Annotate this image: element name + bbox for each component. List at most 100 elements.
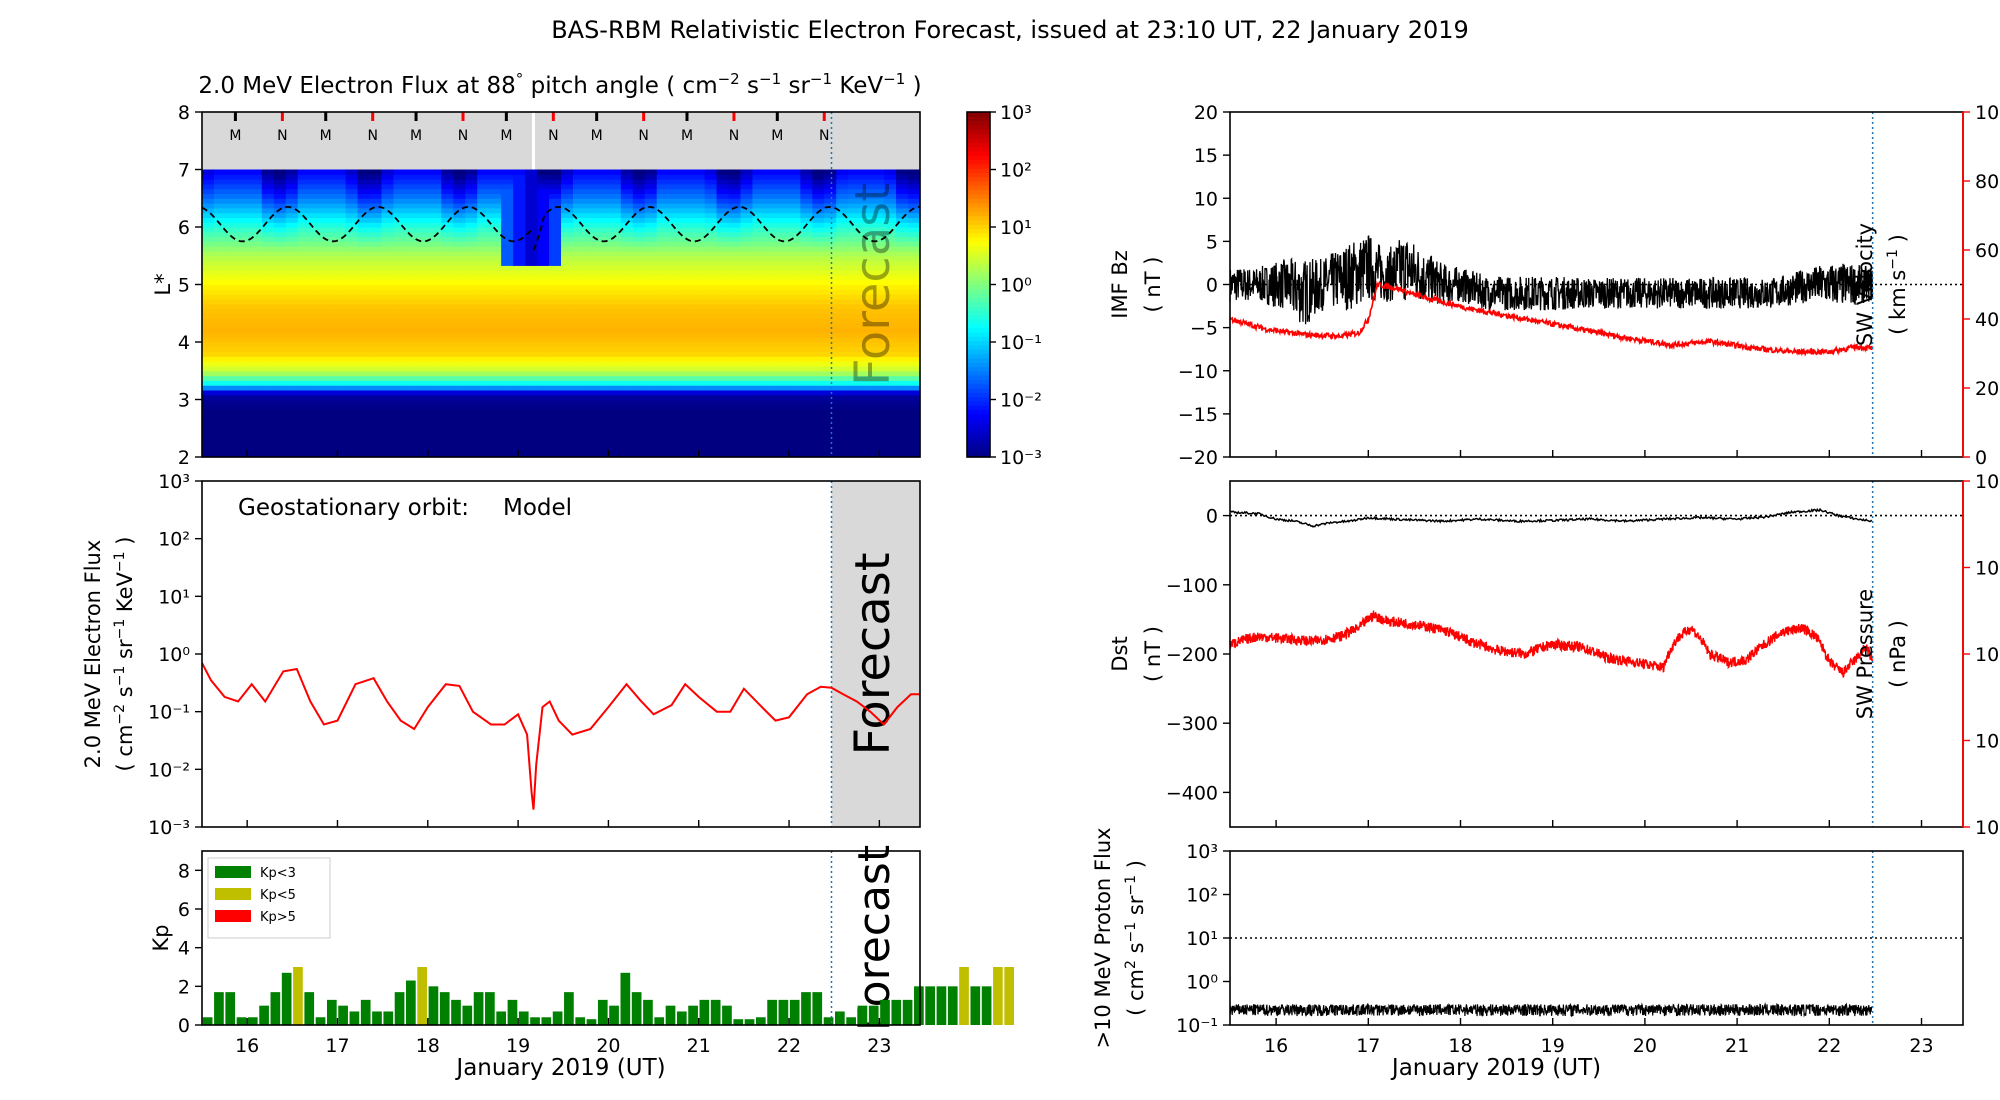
heatmap-cell	[752, 241, 766, 247]
heatmap-cell	[297, 332, 311, 338]
kp-bar	[236, 1017, 247, 1025]
heatmap-cell	[417, 442, 430, 449]
heatmap-cell	[549, 394, 562, 401]
heatmap-cell	[357, 322, 371, 329]
heatmap-cell	[572, 399, 586, 405]
heatmap-cell	[489, 308, 502, 314]
heatmap-cell	[537, 207, 550, 214]
heatmap-cell	[202, 322, 215, 329]
heatmap-cell	[249, 452, 263, 458]
heatmap-cell	[273, 250, 287, 257]
heatmap-cell	[213, 270, 227, 276]
heatmap-cell	[704, 365, 718, 372]
heatmap-cell	[764, 188, 777, 195]
heatmap-cell	[321, 342, 335, 348]
heatmap-cell	[596, 303, 610, 310]
heatmap-cell	[477, 322, 490, 329]
heatmap-cell	[549, 337, 562, 343]
geo-flux-axis-tick-label: 10¹	[158, 586, 190, 608]
lstar-axis-tick-label: 2	[178, 447, 190, 469]
heatmap-cell	[537, 179, 550, 185]
heatmap-cell	[728, 207, 742, 214]
heatmap-cell	[776, 389, 789, 396]
heatmap-cell	[393, 389, 407, 396]
heatmap-cell	[489, 250, 502, 257]
heatmap-cell	[549, 418, 562, 425]
heatmap-cell	[405, 174, 418, 180]
heatmap-cell	[477, 198, 490, 204]
heatmap-cell	[273, 169, 287, 175]
heatmap-cell	[836, 265, 849, 271]
heatmap-cell	[441, 365, 454, 372]
heatmap-cell	[345, 370, 359, 377]
heatmap-cell	[465, 188, 478, 195]
heatmap-cell	[561, 313, 574, 319]
heatmap-cell	[848, 332, 861, 338]
heatmap-cell	[620, 356, 634, 362]
heatmap-cell	[465, 246, 478, 252]
heatmap-cell	[549, 442, 562, 449]
heatmap-cell	[501, 193, 514, 199]
heatmap-cell	[608, 313, 622, 319]
heatmap-cell	[489, 222, 502, 228]
heatmap-cell	[453, 375, 466, 381]
heatmap-cell	[884, 356, 897, 362]
heatmap-cell	[584, 255, 598, 262]
heatmap-cell	[896, 318, 909, 324]
heatmap-cell	[321, 437, 335, 444]
heatmap-cell	[561, 370, 574, 377]
heatmap-cell	[345, 356, 359, 362]
heatmap-cell	[896, 375, 909, 381]
heatmap-cell	[213, 313, 227, 319]
heatmap-cell	[309, 198, 323, 204]
heatmap-cell	[884, 250, 897, 257]
heatmap-cell	[513, 399, 526, 405]
heatmap-cell	[644, 447, 658, 453]
heatmap-cell	[596, 270, 610, 276]
heatmap-cell	[273, 274, 287, 281]
heatmap-cell	[393, 174, 407, 180]
heatmap-cell	[716, 193, 730, 199]
heatmap-cell	[357, 207, 371, 214]
heatmap-cell	[764, 174, 777, 180]
heatmap-cell	[812, 337, 825, 343]
heatmap-cell	[656, 265, 670, 271]
heatmap-cell	[405, 313, 418, 319]
heatmap-cell	[620, 265, 634, 271]
heatmap-cell	[225, 241, 239, 247]
heatmap-cell	[632, 250, 646, 257]
heatmap-cell	[632, 270, 646, 276]
heatmap-cell	[764, 447, 777, 453]
heatmap-cell	[249, 437, 263, 444]
heatmap-cell	[692, 193, 706, 199]
heatmap-cell	[477, 370, 490, 377]
heatmap-cell	[596, 183, 610, 190]
heatmap-cell	[213, 361, 227, 367]
heatmap-cell	[477, 274, 490, 281]
heatmap-cell	[261, 179, 275, 185]
heatmap-cell	[572, 217, 586, 223]
colorbar-cell	[967, 163, 990, 169]
heatmap-cell	[273, 294, 287, 300]
heatmap-cell	[525, 442, 538, 449]
heatmap-cell	[477, 308, 490, 314]
heatmap-cell	[776, 227, 789, 233]
heatmap-cell	[202, 255, 215, 262]
heatmap-cell	[884, 318, 897, 324]
heatmap-cell	[608, 433, 622, 439]
heatmap-cell	[668, 313, 682, 319]
heatmap-cell	[381, 342, 395, 348]
heatmap-cell	[740, 409, 754, 415]
heatmap-cell	[680, 188, 694, 195]
heatmap-cell	[309, 346, 323, 353]
heatmap-cell	[261, 203, 275, 209]
heatmap-cell	[764, 452, 777, 458]
heatmap-cell	[273, 289, 287, 295]
heatmap-cell	[549, 351, 562, 357]
heatmap-cell	[273, 447, 287, 453]
heatmap-cell	[549, 298, 562, 305]
heatmap-cell	[513, 428, 526, 434]
heatmap-cell	[513, 409, 526, 415]
heatmap-cell	[800, 188, 813, 195]
